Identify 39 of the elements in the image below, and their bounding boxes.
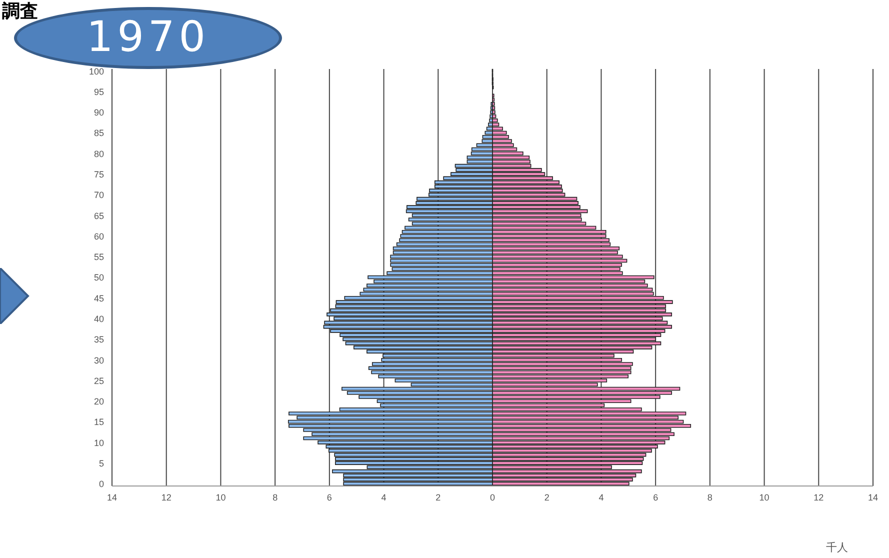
y-tick-label: 65	[94, 210, 104, 221]
x-tick-label: 14	[106, 492, 118, 502]
x-tick-label: 4	[381, 492, 386, 502]
x-tick-label: 4	[598, 492, 604, 502]
y-tick-label: 100	[88, 66, 104, 76]
x-tick-label: 10	[759, 492, 770, 502]
x-tick-label: 12	[814, 492, 824, 502]
x-tick-label: 0	[490, 492, 496, 502]
y-tick-label: 60	[94, 231, 104, 242]
y-tick-label: 75	[94, 169, 104, 180]
x-tick-label: 2	[544, 492, 550, 502]
y-tick-label: 10	[94, 438, 104, 448]
x-tick-label: 12	[161, 492, 172, 502]
y-tick-label: 90	[94, 108, 104, 118]
x-tick-label: 10	[216, 492, 226, 502]
y-tick-label: 0	[98, 479, 104, 490]
y-tick-label: 50	[94, 272, 104, 283]
y-tick-label: 15	[94, 417, 104, 428]
y-tick-label: 80	[94, 148, 104, 159]
y-tick-label: 20	[94, 396, 104, 407]
y-tick-label: 70	[94, 190, 104, 200]
x-tick-label: 8	[707, 492, 712, 502]
y-tick-label: 5	[98, 458, 104, 468]
text: 調査	[2, 1, 38, 23]
chart-title: 1970	[86, 12, 210, 61]
x-tick-label: 6	[653, 492, 658, 502]
y-tick-label: 45	[94, 293, 104, 304]
y-tick-label: 30	[94, 355, 104, 366]
y-tick-label: 40	[94, 314, 104, 324]
y-tick-label: 95	[94, 86, 104, 97]
y-tick-label: 25	[94, 376, 104, 386]
x-axis-title: 千人	[826, 541, 848, 555]
x-tick-label: 6	[326, 492, 332, 502]
x-tick-label: 2	[436, 492, 441, 502]
y-tick-label: 55	[94, 252, 104, 262]
x-tick-label: 14	[868, 492, 878, 502]
y-tick-label: 35	[94, 334, 104, 345]
y-tick-label: 85	[94, 128, 104, 138]
x-tick-label: 8	[272, 492, 278, 502]
